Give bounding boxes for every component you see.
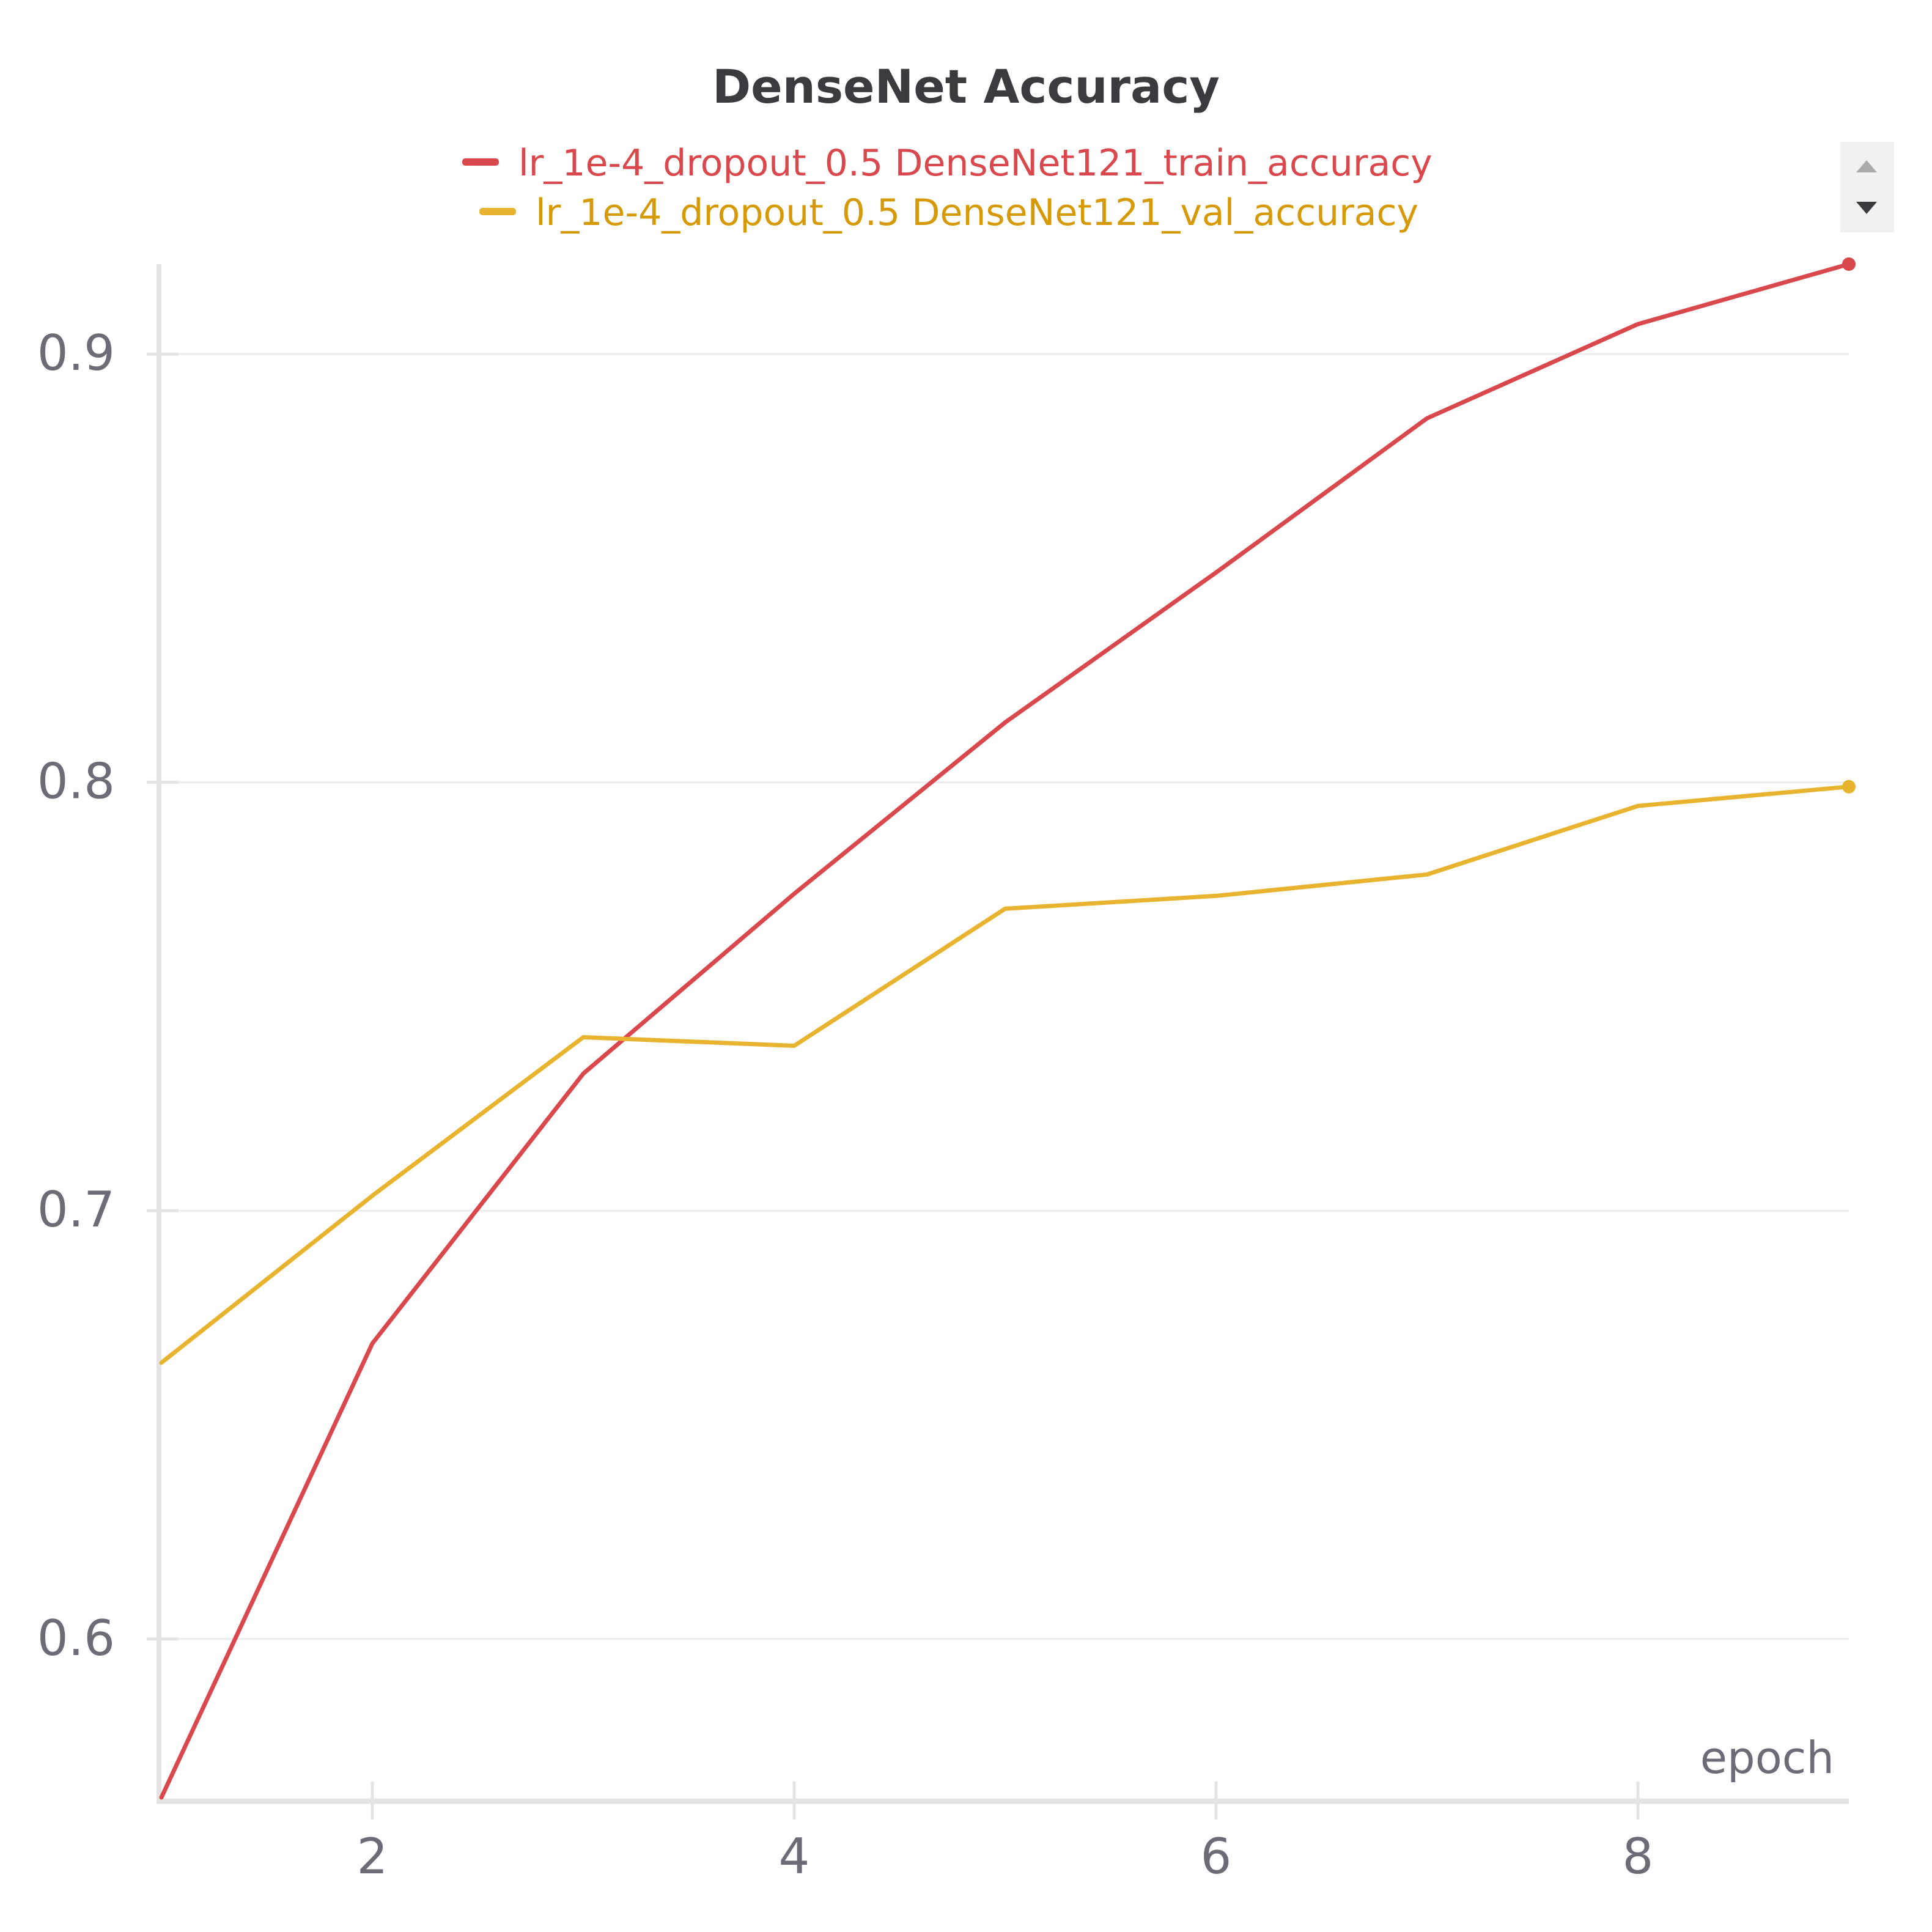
legend-label-val: lr_1e-4_dropout_0.5 DenseNet121_val_accu… <box>536 191 1418 234</box>
legend: lr_1e-4_dropout_0.5 DenseNet121_train_ac… <box>462 142 1894 234</box>
legend-scroll-up-icon[interactable] <box>1856 160 1877 172</box>
grid <box>161 353 1849 1640</box>
series-line-val <box>159 784 1851 1365</box>
x-tick-label: 6 <box>1201 1828 1232 1885</box>
series-end-point-train <box>1842 257 1856 271</box>
y-axis-ticks: 0.6 0.7 0.8 0.9 <box>37 325 179 1667</box>
series <box>159 257 1856 1800</box>
legend-swatch-val <box>479 208 516 215</box>
series-line-train <box>159 262 1851 1800</box>
legend-item-val[interactable]: lr_1e-4_dropout_0.5 DenseNet121_val_accu… <box>479 191 1418 234</box>
legend-scroll-down-icon[interactable] <box>1856 202 1877 214</box>
legend-scroll-track <box>1840 142 1894 232</box>
x-tick-label: 4 <box>779 1828 810 1885</box>
y-tick-label: 0.6 <box>37 1610 115 1667</box>
legend-item-train[interactable]: lr_1e-4_dropout_0.5 DenseNet121_train_ac… <box>462 142 1432 185</box>
x-tick-label: 2 <box>357 1828 388 1885</box>
axes <box>157 264 1849 1804</box>
legend-scroll <box>1840 142 1894 232</box>
x-axis-label: epoch <box>1700 1732 1834 1783</box>
y-tick-label: 0.8 <box>37 753 115 810</box>
x-axis-ticks: 2 4 6 8 <box>357 1782 1654 1885</box>
y-tick-label: 0.7 <box>37 1181 115 1238</box>
legend-label-train: lr_1e-4_dropout_0.5 DenseNet121_train_ac… <box>518 142 1432 185</box>
x-tick-label: 8 <box>1623 1828 1654 1885</box>
y-tick-label: 0.9 <box>37 325 115 382</box>
series-end-point-val <box>1842 780 1856 794</box>
chart-title: DenseNet Accuracy <box>712 59 1220 114</box>
legend-swatch-train <box>462 158 499 166</box>
